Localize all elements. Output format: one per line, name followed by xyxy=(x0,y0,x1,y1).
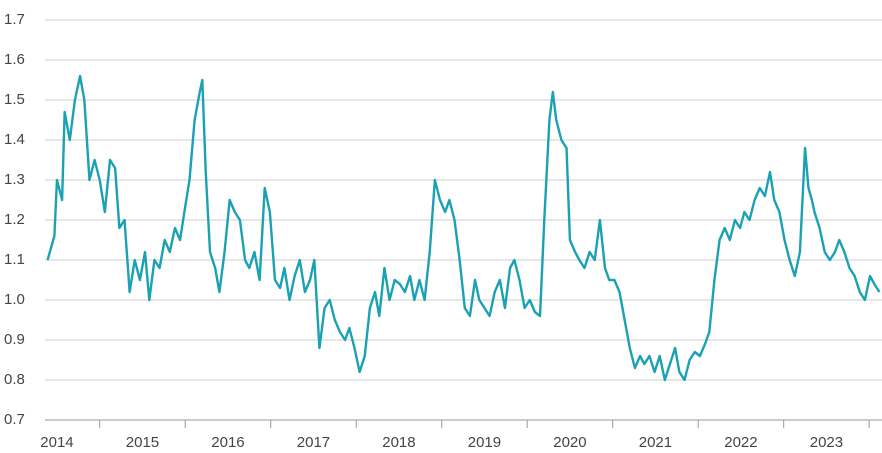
x-tick-label: 2014 xyxy=(40,434,73,451)
x-tick-label: 2023 xyxy=(810,434,843,451)
x-tick-label: 2016 xyxy=(211,434,244,451)
x-tick-label: 2015 xyxy=(126,434,159,451)
x-tick-label: 2019 xyxy=(468,434,501,451)
y-tick-label: 1.2 xyxy=(4,211,25,228)
x-tick-label: 2021 xyxy=(639,434,672,451)
x-tick-label: 2017 xyxy=(297,434,330,451)
y-tick-label: 0.9 xyxy=(4,331,25,348)
y-tick-label: 1.1 xyxy=(4,251,25,268)
y-tick-label: 0.7 xyxy=(4,411,25,428)
y-tick-label: 1.4 xyxy=(4,131,25,148)
x-tick-label: 2022 xyxy=(724,434,757,451)
y-tick-label: 1.6 xyxy=(4,51,25,68)
y-tick-label: 0.8 xyxy=(4,371,25,388)
y-tick-label: 1.5 xyxy=(4,91,25,108)
y-tick-label: 1.3 xyxy=(4,171,25,188)
x-tick-label: 2020 xyxy=(553,434,586,451)
y-tick-label: 1.7 xyxy=(4,11,25,28)
x-tick-label: 2018 xyxy=(382,434,415,451)
data-line xyxy=(46,74,881,382)
y-tick-label: 1.0 xyxy=(4,291,25,308)
